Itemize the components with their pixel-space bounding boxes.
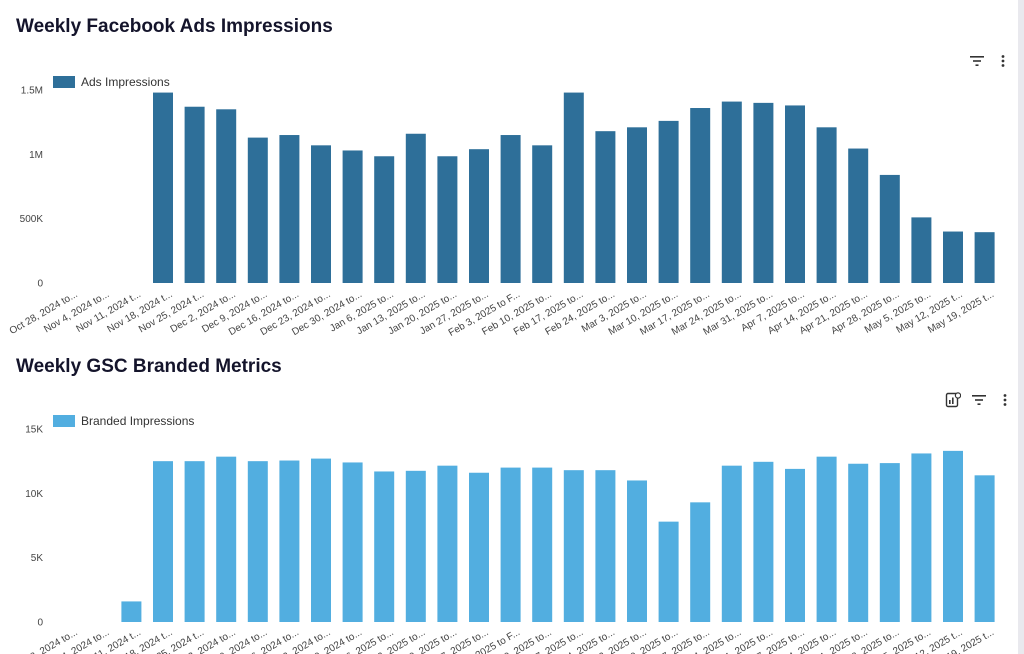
more-vert-icon[interactable] <box>996 391 1014 409</box>
bar[interactable] <box>247 461 268 622</box>
y-tick-label: 0 <box>37 279 43 290</box>
bar[interactable] <box>153 92 173 283</box>
scrollbar-track[interactable] <box>1018 0 1024 654</box>
bar[interactable] <box>532 467 553 622</box>
bar[interactable] <box>184 106 205 283</box>
bar[interactable] <box>658 120 679 283</box>
y-tick-label: 15K <box>25 425 43 436</box>
bar[interactable] <box>153 461 173 622</box>
bar[interactable] <box>563 470 584 622</box>
bar[interactable] <box>437 465 458 622</box>
bar[interactable] <box>532 145 553 283</box>
y-tick-label: 500K <box>20 214 44 225</box>
bar[interactable] <box>690 502 711 622</box>
bar[interactable] <box>943 231 963 283</box>
legend-label: Ads Impressions <box>81 75 170 89</box>
chart-title-facebook-ads: Weekly Facebook Ads Impressions <box>16 16 333 37</box>
bar[interactable] <box>216 109 237 283</box>
bar[interactable] <box>879 463 900 622</box>
bar[interactable] <box>342 462 363 622</box>
bar[interactable] <box>279 135 300 283</box>
bar[interactable] <box>437 156 458 283</box>
bar[interactable] <box>816 127 837 284</box>
bar[interactable] <box>658 521 679 622</box>
bar[interactable] <box>974 475 995 622</box>
bar[interactable] <box>216 456 237 622</box>
bar[interactable] <box>785 468 805 622</box>
bar[interactable] <box>816 456 837 622</box>
bar[interactable] <box>753 461 774 622</box>
bar[interactable] <box>848 463 869 622</box>
bar[interactable] <box>690 108 711 283</box>
bar[interactable] <box>627 127 647 284</box>
y-tick-label: 1.5M <box>21 86 43 97</box>
bar[interactable] <box>374 156 395 283</box>
bar[interactable] <box>595 131 616 283</box>
legend-swatch <box>53 76 75 88</box>
bar[interactable] <box>848 148 869 283</box>
bar[interactable] <box>500 467 521 622</box>
chart-title-gsc-branded: Weekly GSC Branded Metrics <box>16 356 282 377</box>
bar[interactable] <box>311 145 331 283</box>
filter-icon[interactable] <box>970 391 988 409</box>
bar[interactable] <box>121 601 142 622</box>
y-tick-label: 5K <box>31 553 44 564</box>
bar[interactable] <box>279 460 300 622</box>
chart-settings-icon[interactable] <box>944 391 962 409</box>
chart-toolbar-facebook-ads <box>968 52 1012 70</box>
bar[interactable] <box>721 465 742 622</box>
y-tick-label: 0 <box>37 618 43 629</box>
bar[interactable] <box>563 92 584 283</box>
bar[interactable] <box>974 232 995 283</box>
bar[interactable] <box>405 470 426 622</box>
y-tick-label: 1M <box>29 150 43 161</box>
bar[interactable] <box>943 450 963 622</box>
bar[interactable] <box>247 137 268 283</box>
bar[interactable] <box>500 135 521 283</box>
bar[interactable] <box>911 217 932 283</box>
chart-toolbar-gsc-branded <box>944 391 1014 409</box>
y-tick-label: 10K <box>25 489 43 500</box>
bar[interactable] <box>469 472 489 622</box>
legend-swatch <box>53 415 75 427</box>
bar[interactable] <box>469 149 489 283</box>
bar[interactable] <box>911 453 932 622</box>
more-vert-icon[interactable] <box>994 52 1012 70</box>
bar[interactable] <box>785 105 805 283</box>
bar[interactable] <box>595 470 616 622</box>
bar[interactable] <box>627 480 647 622</box>
bar[interactable] <box>374 471 395 622</box>
bar[interactable] <box>311 458 331 622</box>
bar[interactable] <box>753 102 774 283</box>
bar[interactable] <box>721 101 742 283</box>
bar[interactable] <box>879 174 900 283</box>
bar[interactable] <box>184 461 205 622</box>
legend-label: Branded Impressions <box>81 414 194 428</box>
filter-icon[interactable] <box>968 52 986 70</box>
bar[interactable] <box>405 133 426 283</box>
bar[interactable] <box>342 150 363 283</box>
